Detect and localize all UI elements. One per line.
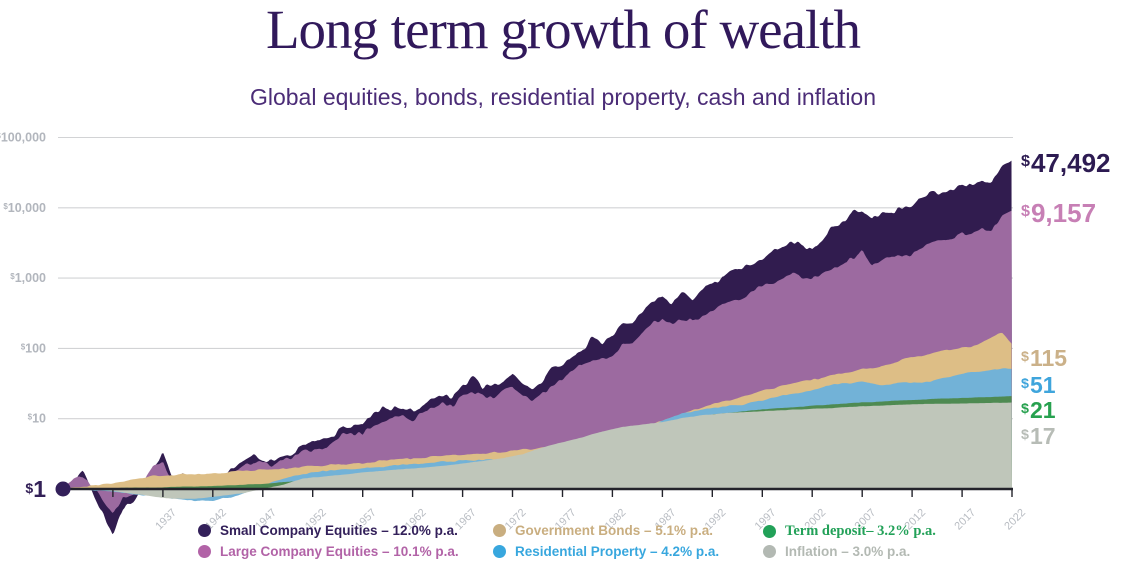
- x-axis-tick-label: 1992: [703, 507, 729, 533]
- x-axis-tick-label: 1937: [153, 507, 179, 533]
- page-title: Long term growth of wealth: [265, 0, 861, 60]
- y-axis-tick-label: $100,000: [0, 131, 46, 145]
- x-axis-tick-label: 2022: [1002, 507, 1028, 533]
- x-axis-tick-label: 2007: [853, 507, 879, 533]
- y-axis-tick-label: $100: [21, 341, 46, 355]
- x-axis-tick-label: 1957: [353, 507, 379, 533]
- area-inflation: [63, 402, 1012, 499]
- x-axis-tick-label: 1947: [253, 507, 279, 533]
- baseline-label: $1: [25, 476, 46, 502]
- x-axis-tick-label: 1977: [553, 507, 579, 533]
- page-subtitle: Global equities, bonds, residential prop…: [249, 84, 877, 110]
- x-axis-tick-label: 1942: [203, 507, 229, 533]
- y-axis-tick-label: $10: [28, 412, 46, 426]
- x-axis-tick-label: 1962: [403, 507, 429, 533]
- x-axis-tick-label: 2017: [952, 507, 978, 533]
- x-axis-tick-label: 1987: [653, 507, 679, 533]
- x-axis-tick-label: 1967: [453, 507, 479, 533]
- x-axis-tick-label: 1972: [503, 507, 529, 533]
- x-axis-tick-label: 2012: [902, 507, 928, 533]
- start-value-dot: [55, 481, 71, 497]
- x-axis-tick-label: 1952: [303, 507, 329, 533]
- y-axis-tick-label: $1,000: [10, 271, 46, 285]
- x-axis-tick-label: 2002: [803, 507, 829, 533]
- x-axis-tick-label: 1997: [753, 507, 779, 533]
- x-axis-tick-label: 1982: [603, 507, 629, 533]
- y-axis-tick-label: $10,000: [3, 201, 46, 215]
